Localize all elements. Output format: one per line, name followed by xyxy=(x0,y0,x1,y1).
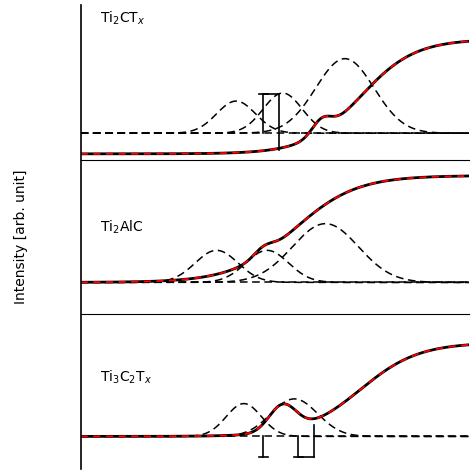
Text: Ti$_2$AlC: Ti$_2$AlC xyxy=(100,219,143,236)
Text: Ti$_2$CT$_x$: Ti$_2$CT$_x$ xyxy=(100,9,145,27)
Text: Ti$_3$C$_2$T$_x$: Ti$_3$C$_2$T$_x$ xyxy=(100,369,152,386)
Text: Intensity [arb. unit]: Intensity [arb. unit] xyxy=(14,170,28,304)
